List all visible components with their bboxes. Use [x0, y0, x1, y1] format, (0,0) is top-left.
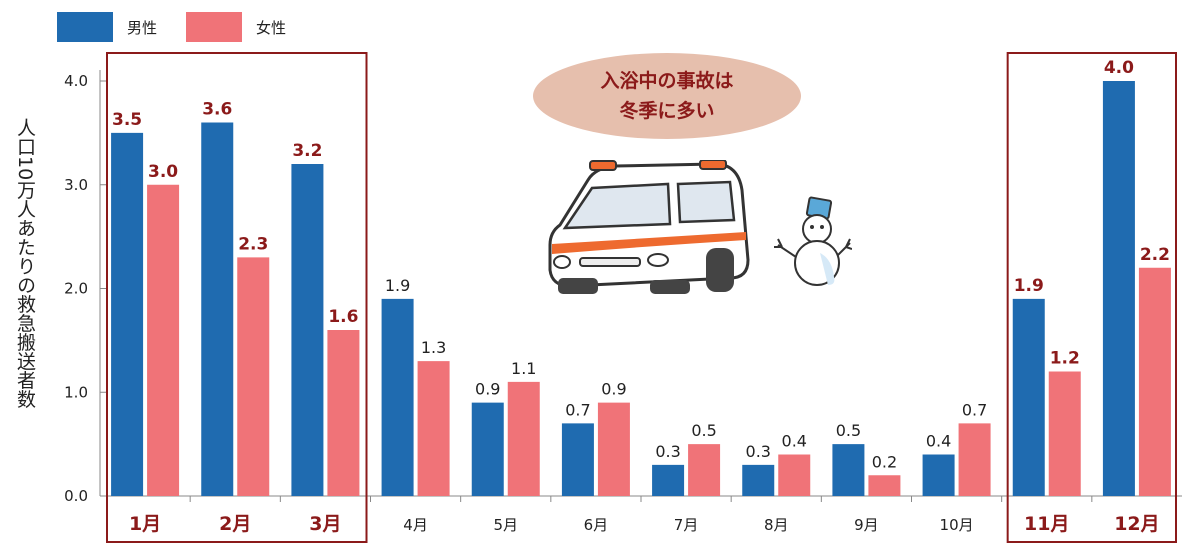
bar-male: [561, 423, 594, 496]
x-tick-label: 8月: [764, 516, 789, 534]
data-label-male: 0.4: [926, 432, 951, 451]
callout-line-2: 冬季に多い: [619, 100, 715, 122]
data-label-female: 0.5: [691, 421, 716, 440]
x-tick-label: 3月: [309, 513, 341, 535]
data-label-female: 2.3: [238, 234, 268, 254]
data-label-female: 0.4: [782, 432, 807, 451]
y-tick-label: 0.0: [64, 487, 88, 505]
data-label-female: 3.0: [148, 162, 178, 182]
x-tick-label: 5月: [493, 516, 518, 534]
bar-male: [111, 132, 144, 496]
bar-female: [237, 257, 270, 496]
data-label-male: 1.9: [1014, 276, 1044, 296]
bar-female: [597, 402, 630, 496]
x-tick-label: 7月: [674, 516, 699, 534]
highlight-box: [106, 52, 368, 543]
data-label-male: 3.2: [292, 141, 322, 161]
bar-male: [201, 122, 234, 496]
bar-male: [652, 464, 685, 496]
bar-female: [327, 330, 360, 496]
data-label-male: 3.6: [202, 100, 232, 120]
bar-female: [958, 423, 991, 496]
data-label-female: 1.3: [421, 338, 446, 357]
ambulance-icon: [548, 160, 750, 294]
x-tick-label: 2月: [219, 513, 251, 535]
x-tick-label: 10月: [940, 516, 974, 534]
bar-male: [922, 454, 955, 496]
legend: 女性: [186, 12, 286, 42]
legend-label-male: 男性: [127, 18, 158, 37]
bar-male: [742, 464, 775, 496]
data-label-male: 0.5: [836, 421, 861, 440]
bar-female: [507, 381, 540, 496]
bar-female: [1048, 371, 1081, 496]
y-tick-label: 3.0: [64, 176, 88, 194]
bar-male: [381, 298, 414, 496]
y-tick-label: 1.0: [64, 383, 88, 401]
callout-bubble: 入浴中の事故は 冬季に多い: [533, 53, 801, 139]
data-label-female: 1.6: [328, 307, 358, 327]
x-tick-label: 12月: [1114, 513, 1159, 535]
y-tick-label: 2.0: [64, 280, 88, 298]
bar-male: [832, 444, 865, 496]
data-label-female: 0.7: [962, 400, 987, 419]
legend: 男性: [57, 12, 157, 42]
y-axis-label: 人口10万人あたりの救急搬送者数: [14, 118, 36, 409]
highlight-box: [1006, 52, 1178, 543]
data-label-male: 0.7: [565, 400, 590, 419]
bar-female: [147, 184, 180, 496]
bar-female: [868, 475, 901, 496]
bar-female: [778, 454, 811, 496]
bar-female: [417, 361, 450, 496]
bar-male: [291, 164, 324, 496]
data-label-male: 4.0: [1104, 58, 1134, 78]
y-tick-label: 4.0: [64, 72, 88, 90]
x-tick-label: 1月: [129, 513, 161, 535]
data-label-female: 0.9: [601, 380, 626, 399]
x-tick-label: 6月: [584, 516, 609, 534]
data-label-male: 1.9: [385, 276, 410, 295]
data-label-male: 0.3: [746, 442, 771, 461]
bar-male: [1102, 81, 1135, 496]
data-label-female: 0.2: [872, 452, 897, 471]
callout-line-1: 入浴中の事故は: [600, 70, 734, 92]
x-tick-label: 9月: [854, 516, 879, 534]
x-tick-label: 4月: [403, 516, 428, 534]
data-label-male: 3.5: [112, 110, 142, 130]
bar-male: [1012, 298, 1045, 496]
data-label-female: 1.2: [1050, 349, 1080, 369]
legend-swatch-female: [186, 12, 242, 42]
data-label-female: 1.1: [511, 359, 536, 378]
bar-male: [471, 402, 504, 496]
data-label-male: 0.3: [655, 442, 680, 461]
x-tick-label: 11月: [1024, 513, 1069, 535]
bar-female: [1138, 267, 1171, 496]
snowman-icon: [774, 196, 852, 286]
data-label-female: 2.2: [1140, 245, 1170, 265]
bar-female: [688, 444, 721, 496]
legend-swatch-male: [57, 12, 113, 42]
legend-label-female: 女性: [256, 18, 287, 37]
data-label-male: 0.9: [475, 380, 500, 399]
